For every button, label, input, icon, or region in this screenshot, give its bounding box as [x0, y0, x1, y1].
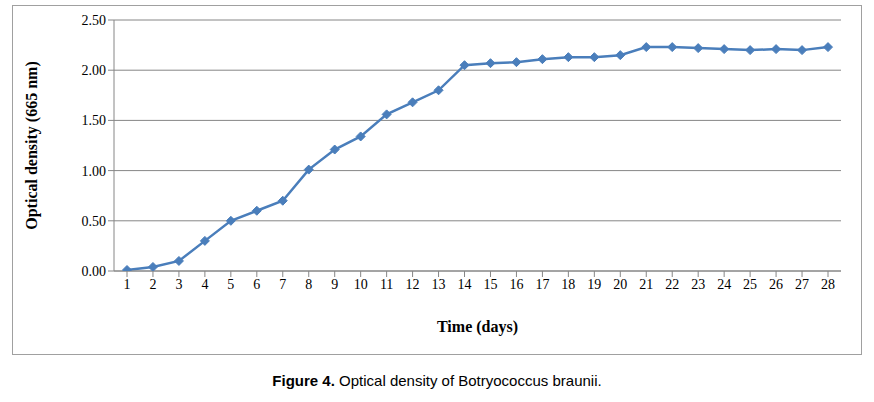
- svg-text:Optical density (665 nm): Optical density (665 nm): [23, 61, 41, 229]
- svg-text:11: 11: [380, 277, 393, 292]
- svg-text:15: 15: [483, 277, 497, 292]
- svg-text:17: 17: [535, 277, 549, 292]
- svg-text:14: 14: [458, 277, 472, 292]
- svg-text:12: 12: [406, 277, 420, 292]
- svg-text:28: 28: [821, 277, 835, 292]
- svg-text:4: 4: [201, 277, 208, 292]
- svg-text:1.00: 1.00: [82, 164, 107, 179]
- svg-text:2.50: 2.50: [82, 13, 107, 28]
- svg-text:2.00: 2.00: [82, 63, 107, 78]
- svg-text:18: 18: [561, 277, 575, 292]
- svg-text:5: 5: [227, 277, 234, 292]
- svg-text:21: 21: [639, 277, 653, 292]
- svg-text:0.00: 0.00: [82, 264, 107, 279]
- svg-text:24: 24: [717, 277, 731, 292]
- svg-text:2: 2: [149, 277, 156, 292]
- svg-text:26: 26: [769, 277, 783, 292]
- svg-text:25: 25: [743, 277, 757, 292]
- svg-text:1: 1: [124, 277, 131, 292]
- svg-text:10: 10: [354, 277, 368, 292]
- svg-text:22: 22: [665, 277, 679, 292]
- svg-text:9: 9: [331, 277, 338, 292]
- svg-text:6: 6: [253, 277, 260, 292]
- svg-text:3: 3: [175, 277, 182, 292]
- svg-text:13: 13: [432, 277, 446, 292]
- svg-text:27: 27: [795, 277, 809, 292]
- svg-text:0.50: 0.50: [82, 214, 107, 229]
- svg-text:16: 16: [509, 277, 523, 292]
- html-text:Figure 4. Optical density of B: Figure 4. Optical density of Botryococcu…: [272, 372, 602, 389]
- svg-text:Time (days): Time (days): [437, 318, 518, 336]
- svg-text:1.50: 1.50: [82, 113, 107, 128]
- svg-text:8: 8: [305, 277, 312, 292]
- svg-text:20: 20: [613, 277, 627, 292]
- svg-text:7: 7: [279, 277, 286, 292]
- svg-text:19: 19: [587, 277, 601, 292]
- svg-text:23: 23: [691, 277, 705, 292]
